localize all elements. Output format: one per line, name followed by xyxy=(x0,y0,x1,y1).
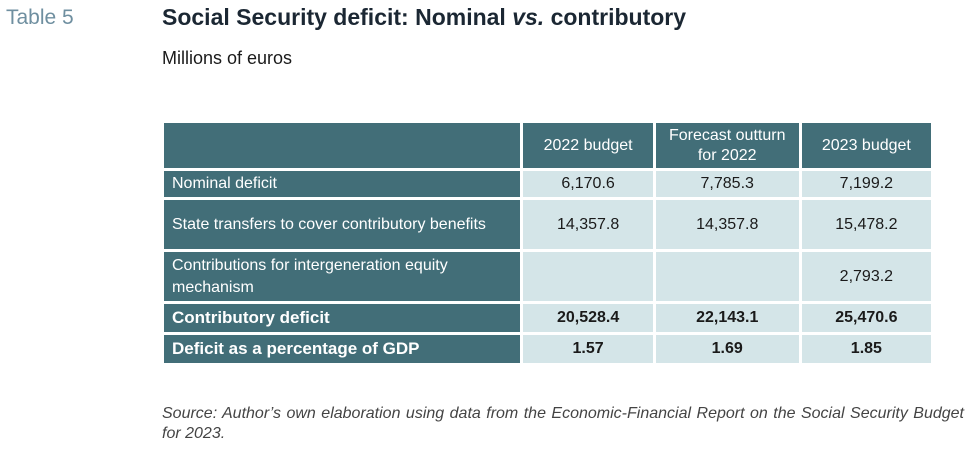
title-vs: vs. xyxy=(512,4,545,30)
row-label: State transfers to cover contributory be… xyxy=(164,200,521,249)
deficit-table: 2022 budget Forecast outturn for 2022 20… xyxy=(161,120,934,366)
row-label: Nominal deficit xyxy=(164,171,521,197)
column-header-2022-budget: 2022 budget xyxy=(523,123,653,168)
table-cell: 25,470.6 xyxy=(801,304,931,332)
table-cell xyxy=(655,252,799,301)
row-label: Contributions for intergeneration equity… xyxy=(164,252,521,301)
table-row-contributory-deficit: Contributory deficit 20,528.4 22,143.1 2… xyxy=(164,304,931,332)
table-cell: 20,528.4 xyxy=(523,304,653,332)
table-cell: 14,357.8 xyxy=(523,200,653,249)
table-row-nominal-deficit: Nominal deficit 6,170.6 7,785.3 7,199.2 xyxy=(164,171,931,197)
table-row-deficit-gdp: Deficit as a percentage of GDP 1.57 1.69… xyxy=(164,335,931,363)
table-title: Social Security deficit: Nominal vs. con… xyxy=(162,4,686,31)
header-corner-cell xyxy=(164,123,521,168)
table-cell xyxy=(523,252,653,301)
row-label: Deficit as a percentage of GDP xyxy=(164,335,521,363)
table-cell: 7,199.2 xyxy=(801,171,931,197)
title-part-1: Social Security deficit: Nominal xyxy=(162,4,513,30)
table-cell: 1.85 xyxy=(801,335,931,363)
table-cell: 14,357.8 xyxy=(655,200,799,249)
table-cell: 1.57 xyxy=(523,335,653,363)
table-subtitle: Millions of euros xyxy=(162,48,293,68)
table-row-intergeneration-equity: Contributions for intergeneration equity… xyxy=(164,252,931,301)
table-row-state-transfers: State transfers to cover contributory be… xyxy=(164,200,931,249)
table-cell: 6,170.6 xyxy=(523,171,653,197)
table-cell: 2,793.2 xyxy=(801,252,931,301)
table-cell: 7,785.3 xyxy=(655,171,799,197)
table-cell: 1.69 xyxy=(655,335,799,363)
column-header-forecast-outturn: Forecast outturn for 2022 xyxy=(655,123,799,168)
table-cell: 22,143.1 xyxy=(655,304,799,332)
source-note: Source: Author’s own elaboration using d… xyxy=(162,405,964,442)
table-number: Table 5 xyxy=(6,6,74,29)
table-header-row: 2022 budget Forecast outturn for 2022 20… xyxy=(164,123,931,168)
table-cell: 15,478.2 xyxy=(801,200,931,249)
row-label: Contributory deficit xyxy=(164,304,521,332)
column-header-2023-budget: 2023 budget xyxy=(801,123,931,168)
title-part-2: contributory xyxy=(544,4,687,30)
